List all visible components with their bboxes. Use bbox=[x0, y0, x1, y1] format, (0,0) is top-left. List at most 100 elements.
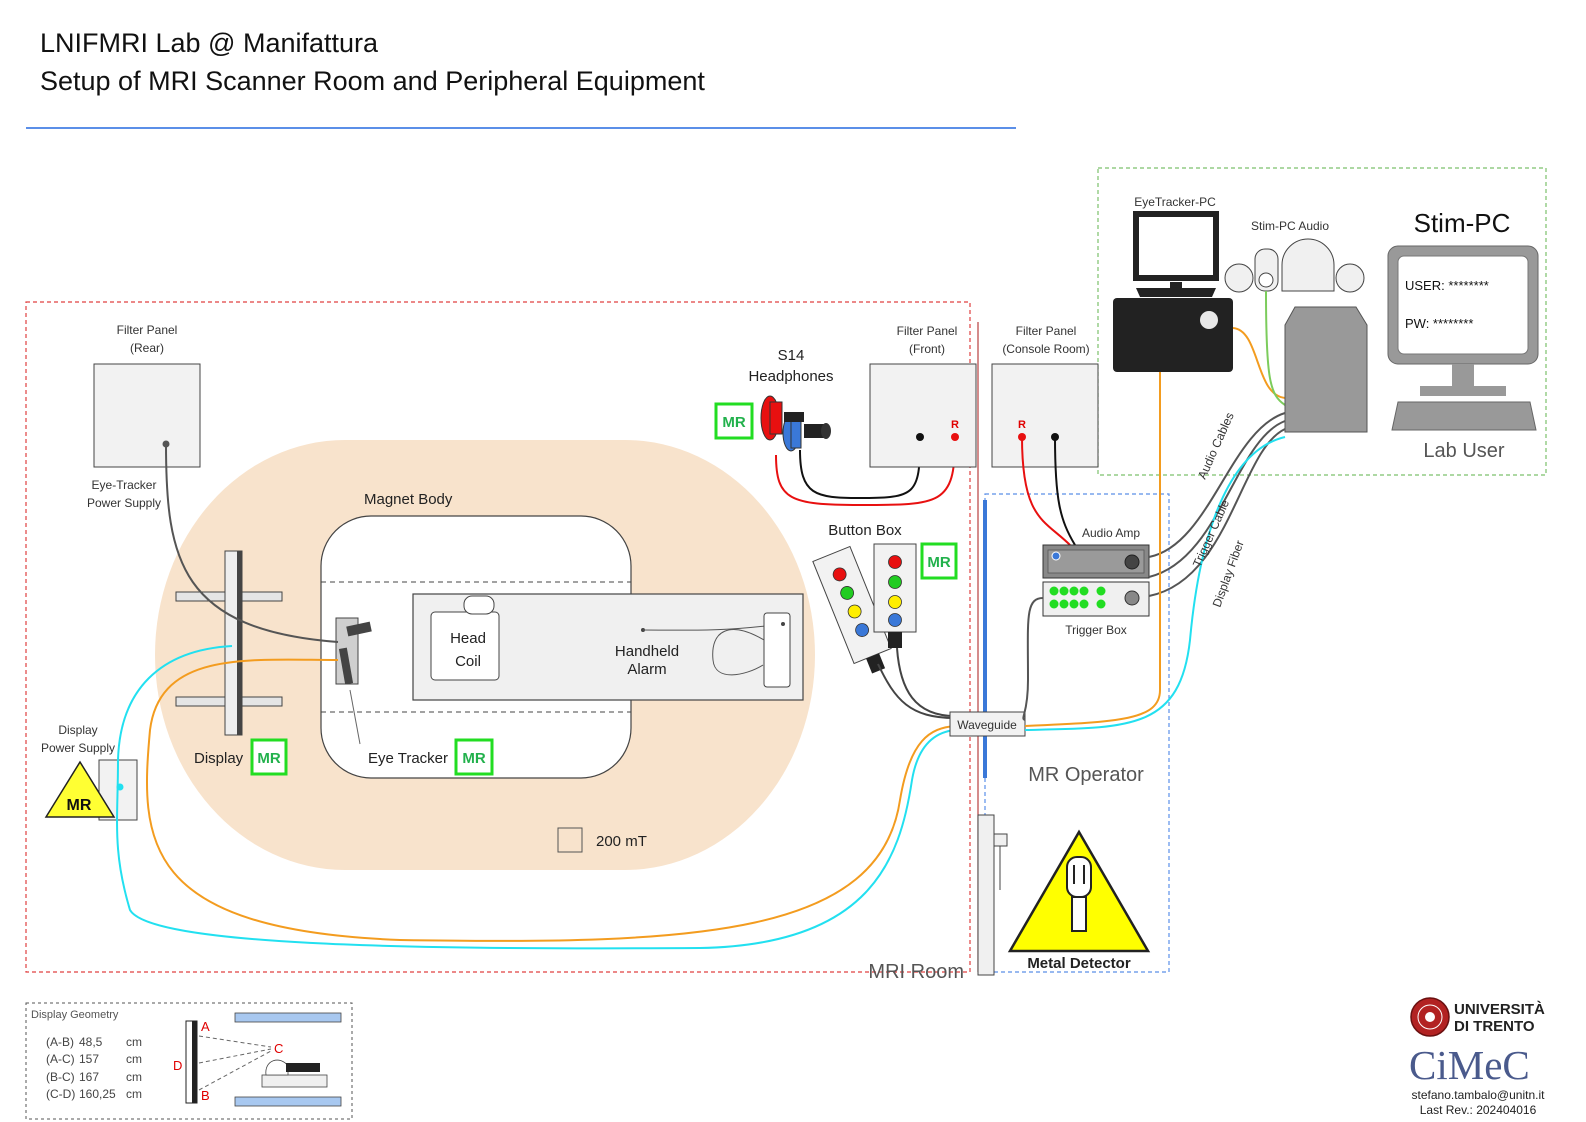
audio-cable-2 bbox=[1148, 420, 1286, 578]
svg-text:157: 157 bbox=[79, 1052, 99, 1066]
filter-panel-rear-label-2: (Rear) bbox=[130, 341, 164, 355]
eye-tracker-fiber-orange bbox=[146, 658, 956, 942]
svg-text:MR: MR bbox=[462, 750, 485, 767]
eye-tracker-label: Eye Tracker bbox=[368, 750, 448, 767]
geometry-point-a: A bbox=[201, 1019, 210, 1034]
svg-text:MR: MR bbox=[257, 750, 280, 767]
filter-panel-rear-label-1: Filter Panel bbox=[117, 323, 178, 337]
svg-text:MR: MR bbox=[927, 554, 950, 571]
operator-label: MR Operator bbox=[1028, 764, 1144, 786]
university-name-1: UNIVERSITÀ bbox=[1454, 1001, 1545, 1018]
eyetracker-pc-monitor bbox=[1133, 211, 1219, 297]
revision-label: Last Rev.: 202404016 bbox=[1420, 1103, 1537, 1117]
metal-detector-icon bbox=[1007, 829, 1151, 953]
svg-text:MR: MR bbox=[67, 797, 92, 814]
filter-panel-front-label-2: (Front) bbox=[909, 342, 945, 356]
button-box-cable-2 bbox=[896, 647, 956, 717]
amp-cable-black bbox=[1054, 436, 1076, 546]
stim-pc-audio-label: Stim-PC Audio bbox=[1251, 219, 1329, 233]
waveguide bbox=[949, 711, 1026, 737]
trigger-to-waveguide-cable bbox=[1022, 597, 1044, 721]
display-geometry-sketch bbox=[185, 1012, 342, 1107]
trigger-box bbox=[1042, 581, 1150, 617]
button-box bbox=[812, 543, 917, 674]
metal-detector-label: Metal Detector bbox=[1027, 955, 1131, 972]
display-fiber-label: Display Fiber bbox=[1210, 538, 1247, 609]
field-strength-label: 200 mT bbox=[596, 833, 647, 850]
button-box-mr-badge: MR bbox=[920, 542, 958, 580]
lab-user-label: Lab User bbox=[1423, 440, 1504, 462]
filter-panel-console-label-1: Filter Panel bbox=[1016, 324, 1077, 338]
svg-text:cm: cm bbox=[126, 1087, 142, 1101]
headphones-icon bbox=[760, 395, 831, 452]
svg-text:(B-C): (B-C) bbox=[46, 1070, 75, 1084]
display-screen bbox=[175, 550, 283, 736]
eyetracker-pc-tower bbox=[1113, 298, 1233, 372]
svg-text:cm: cm bbox=[126, 1052, 142, 1066]
eyetracker-power-cable bbox=[165, 443, 339, 643]
stim-pc-user-field: USER: ******** bbox=[1405, 278, 1489, 293]
headphones-label-1: S14 bbox=[778, 347, 805, 364]
button-box-label: Button Box bbox=[828, 522, 902, 539]
trigger-box-label: Trigger Box bbox=[1065, 623, 1127, 637]
page-subtitle: Setup of MRI Scanner Room and Peripheral… bbox=[40, 66, 705, 96]
eye-tracker-mr-badge: MR bbox=[454, 738, 494, 776]
mri-room-label: MRI Room bbox=[868, 961, 964, 983]
head-coil-label-2: Coil bbox=[455, 653, 481, 670]
mr-warning-triangle: MR bbox=[44, 760, 116, 818]
amp-cable-red bbox=[1021, 436, 1071, 546]
audio-amp bbox=[1042, 544, 1150, 579]
display-ps-label-2: Power Supply bbox=[41, 741, 115, 755]
display-label: Display bbox=[194, 750, 244, 767]
eye-tracker bbox=[335, 617, 372, 685]
stim-pc-label: Stim-PC bbox=[1414, 208, 1511, 238]
filter-panel-rear bbox=[93, 363, 201, 468]
eye-tracker-pointer bbox=[349, 689, 361, 745]
filter-panel-front bbox=[869, 363, 977, 468]
headphones-mr-badge: MR bbox=[714, 402, 754, 440]
page-title: LNIFMRI Lab @ Manifattura bbox=[40, 28, 379, 58]
handheld-alarm-label-2: Alarm bbox=[627, 661, 666, 678]
eyetracker-pc-to-stimpc-cable bbox=[1232, 327, 1286, 399]
console-panel-r-label: R bbox=[1018, 419, 1026, 431]
geometry-point-b: B bbox=[201, 1088, 210, 1103]
contact-email: stefano.tambalo@unitn.it bbox=[1412, 1088, 1546, 1102]
front-panel-r-label: R bbox=[951, 419, 959, 431]
mri-room-door bbox=[977, 814, 1008, 976]
cimec-logo: CiMeC bbox=[1409, 1042, 1530, 1088]
eyetracker-ps-connector bbox=[162, 440, 170, 448]
stim-pc-monitor bbox=[1387, 245, 1539, 431]
svg-text:160,25: 160,25 bbox=[79, 1087, 116, 1101]
headphones-cable-red bbox=[775, 439, 956, 507]
audio-cable-1 bbox=[1148, 412, 1286, 558]
display-fiber-to-stimpc bbox=[1024, 436, 1286, 731]
eyetracker-ps-label-2: Power Supply bbox=[87, 496, 161, 510]
svg-text:cm: cm bbox=[126, 1035, 142, 1049]
filter-panel-console-label-2: (Console Room) bbox=[1002, 342, 1089, 356]
audio-amp-label: Audio Amp bbox=[1082, 526, 1140, 540]
waveguide-label: Waveguide bbox=[957, 718, 1017, 732]
display-mr-badge: MR bbox=[250, 738, 288, 776]
field-legend-swatch bbox=[557, 827, 583, 853]
head-coil-label-1: Head bbox=[450, 630, 486, 647]
head-coil-top bbox=[463, 595, 495, 615]
university-name-2: DI TRENTO bbox=[1454, 1018, 1535, 1035]
display-geometry-title: Display Geometry bbox=[31, 1009, 119, 1021]
svg-text:(A-C): (A-C) bbox=[46, 1052, 75, 1066]
svg-text:48,5: 48,5 bbox=[79, 1035, 103, 1049]
filter-panel-console bbox=[991, 363, 1099, 468]
stim-pc-audio-icon bbox=[1224, 238, 1365, 293]
headphones-cable-black bbox=[799, 439, 921, 500]
display-ps-connector bbox=[116, 783, 124, 791]
front-panel-left-connector bbox=[916, 433, 924, 441]
geometry-point-c: C bbox=[274, 1041, 283, 1056]
display-geometry-box bbox=[25, 1002, 353, 1120]
eyetracker-pc-label: EyeTracker-PC bbox=[1134, 195, 1216, 209]
audio-cables-label: Audio Cables bbox=[1195, 410, 1237, 481]
svg-text:cm: cm bbox=[126, 1070, 142, 1084]
stim-audio-cable bbox=[1265, 290, 1286, 406]
eyetracker-ps-label-1: Eye-Tracker bbox=[92, 478, 157, 492]
button-box-cable-1 bbox=[877, 663, 956, 719]
university-seal-icon bbox=[1410, 997, 1450, 1037]
geometry-row-bc: (B-C) 167 cm bbox=[46, 1070, 142, 1084]
